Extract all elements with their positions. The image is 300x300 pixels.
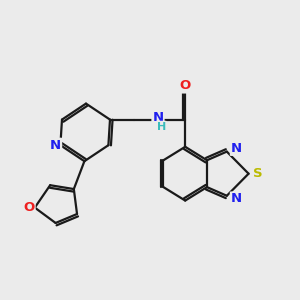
Text: S: S bbox=[254, 167, 263, 180]
Text: H: H bbox=[157, 122, 166, 132]
Text: N: N bbox=[152, 110, 164, 124]
Text: N: N bbox=[231, 193, 242, 206]
Text: O: O bbox=[180, 80, 191, 92]
Text: N: N bbox=[231, 142, 242, 155]
Text: O: O bbox=[23, 201, 34, 214]
Text: N: N bbox=[50, 139, 61, 152]
